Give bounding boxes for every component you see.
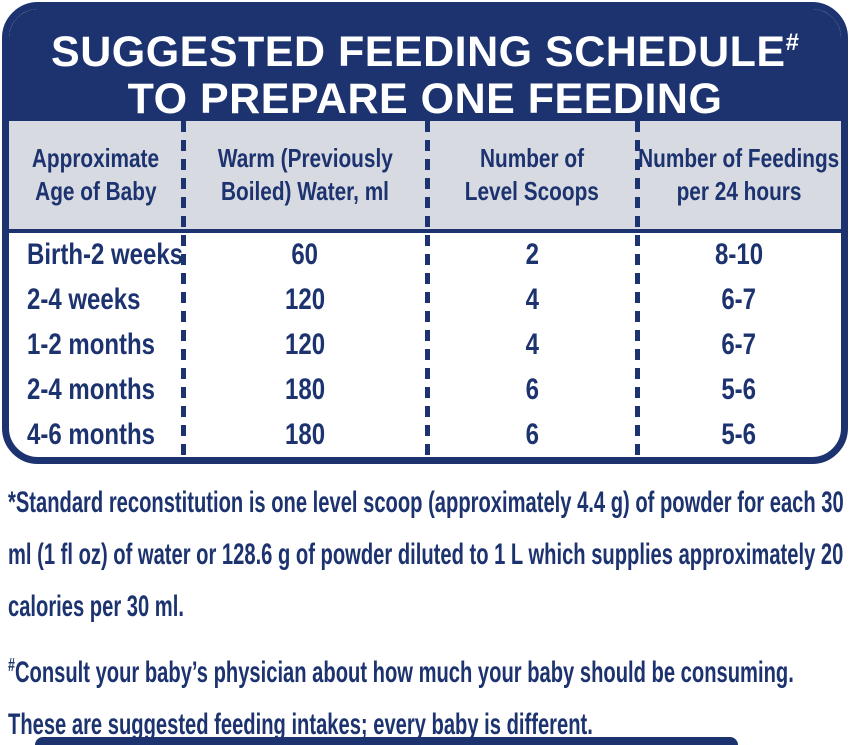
cell-feedings: 8-10 <box>715 238 764 272</box>
schedule-panel: SUGGESTED FEEDING SCHEDULE# TO PREPARE O… <box>2 2 848 464</box>
column-separator-1 <box>180 121 186 457</box>
panel-title: SUGGESTED FEEDING SCHEDULE# TO PREPARE O… <box>9 9 841 123</box>
cell-water: 120 <box>285 327 326 361</box>
table-row: 4-6 months 180 6 5-6 <box>9 412 841 457</box>
table-row: 2-4 weeks 120 4 6-7 <box>9 278 841 323</box>
column-separator-3 <box>635 121 641 457</box>
cell-age: 4-6 months <box>27 417 156 451</box>
cell-age: 1-2 months <box>27 327 156 361</box>
column-header-water: Warm (Previously Boiled) Water, ml <box>217 143 393 206</box>
cell-feedings: 6-7 <box>721 283 757 317</box>
footnote-consult: #Consult your baby’s physician about how… <box>8 639 845 745</box>
column-header-feedings: Number of Feedings per 24 hours <box>638 143 840 206</box>
table-row: 2-4 months 180 6 5-6 <box>9 367 841 412</box>
footnote-reconstitution: *Standard reconstitution is one level sc… <box>8 486 844 623</box>
table-row: Birth-2 weeks 60 2 8-10 <box>9 233 841 278</box>
cell-water: 60 <box>291 238 319 272</box>
cell-water: 180 <box>285 372 326 406</box>
footnote-consult-text: Consult your baby’s physician about how … <box>8 656 794 741</box>
cell-water: 180 <box>285 417 326 451</box>
table-row: 1-2 months 120 4 6-7 <box>9 323 841 368</box>
title-line-1: SUGGESTED FEEDING SCHEDULE# <box>9 19 841 76</box>
footnotes: *Standard reconstitution is one level sc… <box>8 477 845 745</box>
cell-water: 120 <box>285 283 326 317</box>
cell-feedings: 6-7 <box>721 327 757 361</box>
title-superscript-marker: # <box>785 29 799 56</box>
column-header-age: Approximate Age of Baby <box>32 143 160 206</box>
footnote-consult-marker: # <box>8 654 15 675</box>
next-section-top-edge <box>35 737 738 745</box>
cell-scoops: 4 <box>525 327 539 361</box>
cell-scoops: 2 <box>525 238 539 272</box>
cell-feedings: 5-6 <box>721 372 757 406</box>
cell-scoops: 4 <box>525 283 539 317</box>
title-text: SUGGESTED FEEDING SCHEDULE <box>51 28 786 76</box>
column-separator-2 <box>425 121 431 457</box>
table-header-row: Approximate Age of Baby Warm (Previously… <box>9 121 841 229</box>
schedule-table: Approximate Age of Baby Warm (Previously… <box>9 121 841 457</box>
cell-age: 2-4 weeks <box>27 283 141 317</box>
cell-scoops: 6 <box>525 417 539 451</box>
cell-feedings: 5-6 <box>721 417 757 451</box>
cell-age: Birth-2 weeks <box>27 238 184 272</box>
title-line-2: TO PREPARE ONE FEEDING <box>127 75 723 123</box>
column-header-scoops: Number of Level Scoops <box>465 143 600 206</box>
cell-scoops: 6 <box>525 372 539 406</box>
table-body: Birth-2 weeks 60 2 8-10 2-4 weeks 120 4 … <box>9 233 841 457</box>
cell-age: 2-4 months <box>27 372 156 406</box>
header-body-divider <box>9 229 841 233</box>
